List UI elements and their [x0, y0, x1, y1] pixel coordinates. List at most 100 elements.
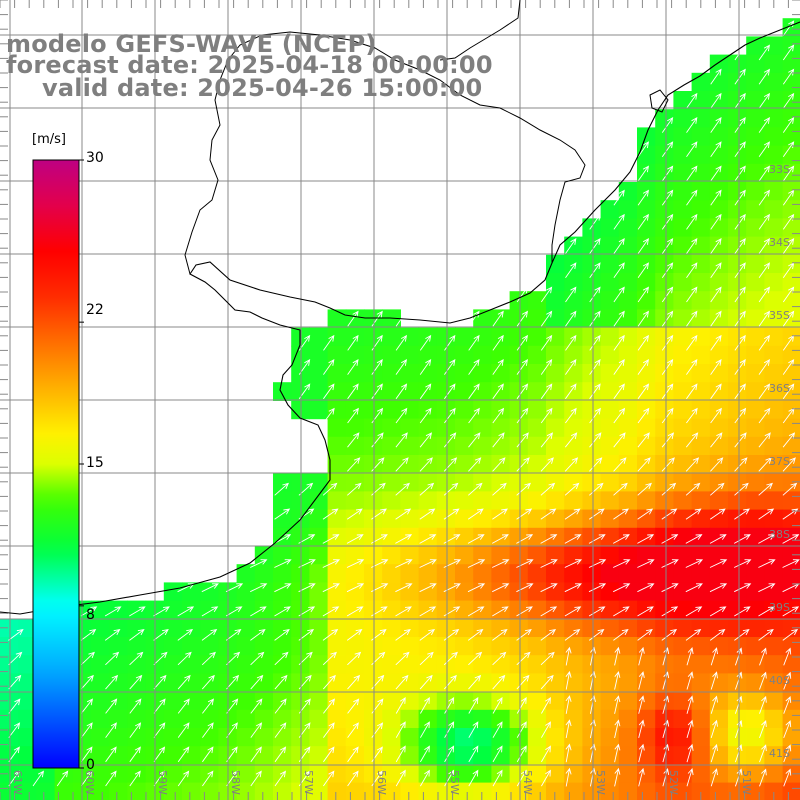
wind-cell [436, 527, 456, 547]
wind-cell [618, 564, 638, 583]
wind-cell [91, 618, 110, 638]
wind-arrow [322, 583, 340, 593]
wind-cell [473, 655, 492, 674]
wind-cell [327, 455, 347, 474]
wind-arrow [637, 534, 655, 544]
wind-arrow [661, 238, 674, 254]
wind-cell [709, 564, 729, 583]
wind-arrow [783, 647, 792, 666]
wind-arrow [322, 628, 339, 641]
wind-cell [746, 273, 765, 292]
wind-cell [673, 564, 693, 583]
wind-cell [309, 764, 329, 784]
wind-cell [600, 436, 620, 456]
coastline [0, 0, 800, 615]
wind-arrow [322, 534, 340, 544]
wind-arrow [710, 117, 722, 133]
wind-arrow [492, 697, 503, 714]
wind-arrow [686, 213, 698, 230]
wind-cell [673, 418, 693, 438]
wind-cell [0, 691, 19, 711]
wind-arrow [177, 698, 190, 714]
wind-cell [345, 455, 365, 474]
wind-arrow [710, 92, 722, 109]
wind-cell [345, 600, 365, 620]
wind-cell [527, 673, 547, 693]
wind-cell [436, 673, 456, 693]
wind-arrow [153, 770, 166, 787]
wind-cell [746, 36, 765, 56]
wind-arrow [783, 768, 792, 787]
wind-arrow [444, 310, 456, 327]
wind-cell [527, 782, 547, 800]
wind-cell [436, 582, 456, 602]
wind-cell [618, 673, 638, 693]
wind-cell [746, 527, 765, 547]
wind-arrow [614, 743, 621, 763]
wind-cell [473, 673, 492, 693]
wind-cell [109, 728, 128, 747]
wind-cell [509, 345, 529, 365]
wind-cell [673, 473, 693, 492]
wind-cell [564, 564, 583, 583]
wind-cell [527, 655, 547, 674]
wind-cell [564, 746, 583, 765]
wind-cell [764, 327, 784, 347]
wind-cell [364, 564, 383, 583]
wind-arrow [758, 310, 770, 327]
wind-arrow [710, 68, 722, 85]
wind-arrow [323, 746, 335, 763]
wind-arrow [444, 334, 456, 351]
lon-label: 59W [156, 770, 169, 795]
wind-arrow [734, 407, 747, 424]
wind-arrow [419, 383, 432, 400]
wind-cell [527, 364, 547, 383]
wind-cell [637, 618, 656, 638]
wind-cell [691, 364, 711, 383]
wind-cell [600, 746, 620, 765]
wind-arrow [201, 651, 216, 666]
wind-cell [764, 600, 784, 620]
wind-cell [546, 673, 565, 693]
wind-arrow [685, 534, 703, 544]
wind-cell [782, 728, 800, 747]
wind-arrow [56, 770, 69, 787]
wind-arrow [782, 559, 800, 568]
wind-cell [691, 145, 711, 165]
wind-arrow [8, 651, 23, 666]
wind-cell [637, 218, 656, 238]
wind-cell [254, 637, 274, 656]
wind-cell [691, 109, 711, 128]
wind-cell [236, 746, 256, 765]
coastline-path [0, 21, 800, 615]
wind-cell [673, 182, 693, 201]
wind-arrow [589, 383, 601, 400]
wind-cell [709, 491, 729, 511]
wind-cell [728, 345, 747, 365]
wind-cell [18, 618, 37, 638]
wind-cell [564, 473, 583, 492]
wind-cell [400, 691, 420, 711]
wind-cell [637, 728, 656, 747]
wind-cell [655, 218, 674, 238]
wind-arrow [686, 671, 694, 690]
wind-cell [0, 782, 19, 800]
wind-arrow [589, 432, 602, 448]
wind-cell [655, 455, 674, 474]
wind-cell [327, 637, 347, 656]
wind-cell [309, 746, 329, 765]
wind-arrow [661, 482, 677, 496]
wind-cell [728, 54, 747, 74]
wind-cell [327, 728, 347, 747]
wind-arrow [758, 141, 770, 158]
wind-cell [564, 418, 583, 438]
wind-arrow [492, 334, 504, 351]
wind-cell [764, 109, 784, 128]
wind-arrow [516, 407, 529, 424]
wind-cell [400, 582, 420, 602]
wind-arrow [565, 646, 572, 666]
wind-cell [782, 91, 800, 110]
coordinate-labels: 33S 34S 35S 36S 37S 38S 39S 40S 41S 61W 60W 59W 58W 5… [11, 163, 790, 795]
wind-arrow [420, 721, 430, 738]
wind-arrow [516, 559, 534, 568]
